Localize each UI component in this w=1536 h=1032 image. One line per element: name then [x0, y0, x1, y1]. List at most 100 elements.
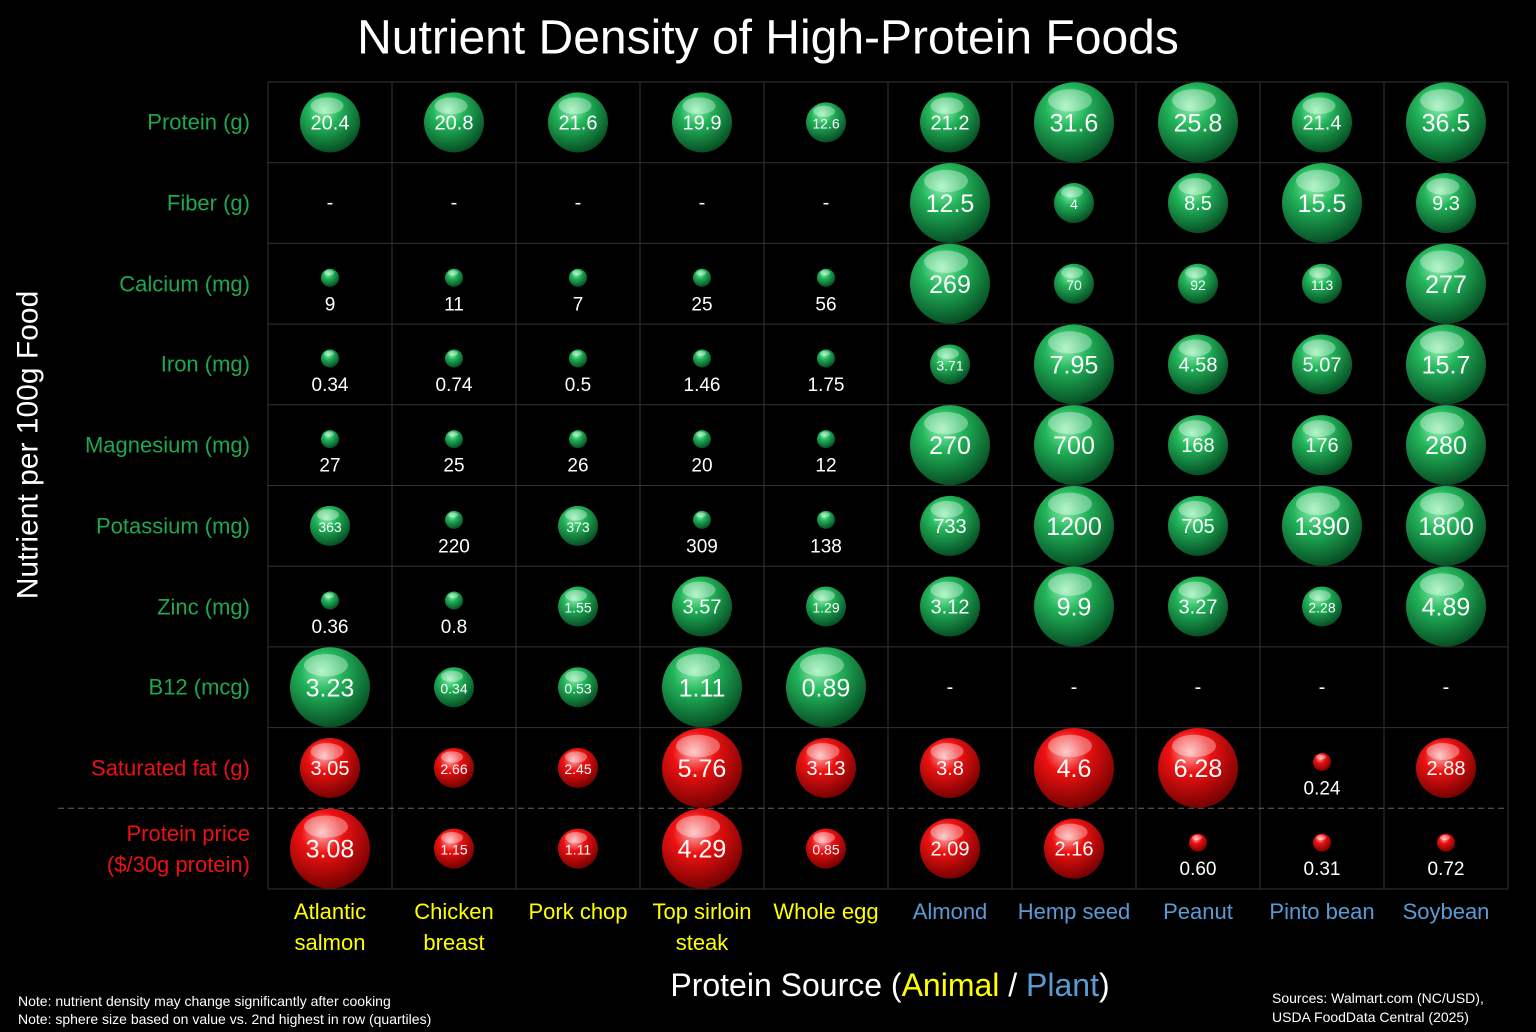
sphere-highlight — [1420, 331, 1464, 354]
value-label: 0.5 — [565, 375, 591, 396]
sphere — [558, 586, 598, 627]
sphere-highlight — [558, 97, 592, 115]
sphere-highlight — [813, 589, 835, 602]
sphere-highlight — [930, 823, 964, 841]
sphere-highlight — [800, 654, 844, 677]
value-label: 1390 — [1294, 513, 1350, 541]
sphere-highlight — [1296, 169, 1340, 193]
value-label: 280 — [1425, 432, 1467, 460]
sphere-highlight — [1440, 835, 1451, 841]
source: USDA FoodData Central (2025) — [1272, 1009, 1469, 1025]
sphere-highlight — [937, 347, 959, 360]
value-label: 3.57 — [683, 597, 722, 619]
sphere-highlight — [820, 431, 831, 437]
value-label: 0.53 — [564, 680, 591, 696]
missing-label: - — [575, 192, 582, 214]
sphere — [662, 727, 742, 808]
value-label: 70 — [1066, 277, 1082, 293]
value-label: 7 — [573, 294, 584, 315]
x-label-suffix: ) — [1099, 967, 1110, 1003]
value-label: 31.6 — [1050, 109, 1099, 137]
x-tick-label: Chicken breast — [414, 899, 494, 955]
value-label: 2.16 — [1055, 839, 1094, 861]
sphere-highlight — [572, 270, 583, 276]
value-label: 2.88 — [1427, 758, 1466, 780]
sphere-highlight — [304, 654, 348, 677]
sphere-highlight — [806, 743, 840, 760]
value-label: 270 — [929, 432, 971, 460]
sphere — [693, 430, 711, 449]
sphere-highlight — [1048, 331, 1092, 354]
sphere-highlight — [317, 509, 339, 521]
value-label: 12.6 — [812, 115, 839, 131]
sphere-highlight — [441, 751, 463, 763]
value-label: 733 — [933, 516, 966, 538]
sphere-highlight — [676, 815, 720, 838]
sphere-highlight — [1192, 835, 1203, 841]
sphere-highlight — [1048, 89, 1092, 112]
sphere-highlight — [565, 751, 587, 763]
value-label: 3.13 — [807, 758, 846, 780]
sphere-highlight — [1172, 734, 1216, 758]
sphere — [1406, 405, 1486, 486]
sphere — [806, 828, 846, 869]
sphere-highlight — [1309, 589, 1331, 602]
sphere — [558, 667, 598, 708]
value-label: 1.55 — [564, 600, 591, 616]
value-label: 1.11 — [565, 842, 591, 858]
sphere — [1168, 415, 1228, 476]
sphere — [1168, 576, 1228, 637]
value-label: 9 — [325, 294, 336, 315]
value-label: 0.60 — [1180, 859, 1217, 880]
sphere-highlight — [1178, 339, 1212, 357]
value-label: 4.58 — [1179, 354, 1218, 376]
sphere-highlight — [448, 431, 459, 437]
sphere-highlight — [1172, 89, 1216, 112]
sphere — [920, 818, 980, 879]
value-label: 20 — [691, 456, 712, 477]
sphere — [1302, 263, 1342, 304]
missing-label: - — [451, 192, 458, 214]
sphere-highlight — [1302, 420, 1336, 438]
x-axis-label: Protein Source (Animal / Plant) — [670, 967, 1109, 1003]
value-label: 8.5 — [1184, 193, 1212, 215]
sphere — [1054, 183, 1094, 224]
x-tick-label: Hemp seed — [1017, 899, 1131, 924]
value-label: 3.8 — [936, 758, 964, 780]
value-label: 4.29 — [678, 836, 727, 864]
value-label: 12 — [815, 456, 836, 477]
sphere-highlight — [1420, 89, 1464, 112]
sphere — [445, 510, 463, 529]
sphere-highlight — [1178, 178, 1212, 195]
value-label: 4 — [1070, 196, 1078, 212]
sphere — [920, 737, 980, 798]
value-label: 21.4 — [1303, 112, 1342, 134]
value-label: 6.28 — [1174, 755, 1223, 783]
sphere-highlight — [924, 411, 968, 435]
value-label: 15.5 — [1298, 190, 1347, 218]
sphere — [1189, 833, 1207, 852]
sphere-highlight — [324, 350, 335, 357]
value-label: 113 — [1311, 277, 1334, 293]
value-label: 27 — [319, 456, 340, 477]
sphere — [672, 92, 732, 153]
sphere — [1292, 415, 1352, 476]
sphere — [1168, 173, 1228, 234]
value-label: 373 — [566, 519, 590, 535]
sphere-highlight — [930, 500, 964, 518]
value-label: 1.75 — [808, 375, 845, 396]
sphere-highlight — [1309, 267, 1331, 279]
sphere — [321, 268, 339, 287]
value-label: 56 — [815, 294, 836, 315]
sphere-highlight — [1048, 492, 1092, 516]
row-label: Zinc (mg) — [157, 594, 250, 620]
sphere-highlight — [1178, 500, 1212, 518]
missing-label: - — [1195, 676, 1202, 698]
sphere — [662, 647, 742, 728]
sphere — [817, 510, 835, 529]
row-label: Protein price ($/30g protein) — [106, 820, 250, 877]
value-label: 21.2 — [931, 112, 970, 134]
sphere — [806, 586, 846, 627]
sphere-highlight — [682, 581, 716, 599]
sphere — [1313, 833, 1331, 852]
